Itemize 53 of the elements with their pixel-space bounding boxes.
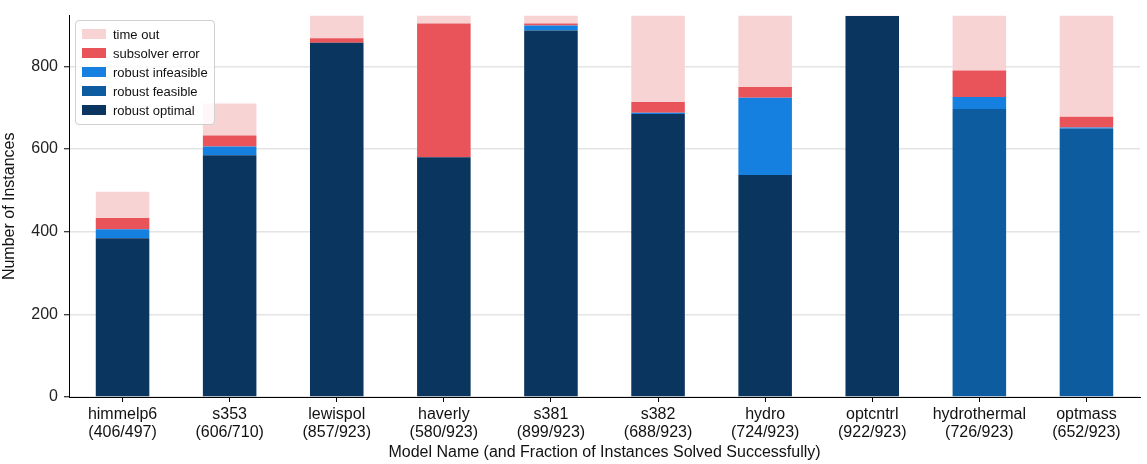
bar <box>202 155 257 397</box>
y-axis-title: Number of Instances <box>0 132 18 281</box>
x-tick-label: optcntrl (922/923) <box>838 404 907 441</box>
bar <box>417 157 471 397</box>
bar <box>1059 15 1114 117</box>
bar <box>631 15 685 102</box>
bar <box>202 135 257 147</box>
bar <box>309 38 364 43</box>
bar <box>738 87 792 98</box>
x-tick-label: hydro (724/923) <box>730 404 800 441</box>
bar <box>952 70 1007 97</box>
legend-label: subsolver error <box>113 45 200 61</box>
legend-label: robust optimal <box>113 102 195 118</box>
y-tick-label: 800 <box>31 56 59 74</box>
x-tick-label: s381 (899/923) <box>516 404 586 441</box>
y-tick-label: 400 <box>31 222 59 240</box>
bar <box>417 23 471 158</box>
bar <box>952 15 1007 71</box>
bar <box>1059 116 1114 128</box>
bar <box>952 108 1007 397</box>
bar <box>309 15 364 39</box>
legend-label: robust feasible <box>113 83 198 99</box>
bar <box>952 97 1007 109</box>
bar <box>738 15 792 88</box>
x-tick-label: optmass (652/923) <box>1052 404 1121 441</box>
bar <box>417 15 471 24</box>
bar <box>202 146 257 156</box>
x-tick-label: lewispol (857/923) <box>302 404 371 441</box>
bar <box>524 30 578 397</box>
x-tick-label: s353 (606/710) <box>195 404 264 441</box>
y-tick-label: 200 <box>31 304 59 322</box>
legend-label: robust infeasible <box>113 64 208 80</box>
y-tick-label: 0 <box>49 387 59 405</box>
bar <box>1059 128 1114 397</box>
y-tick-label: 600 <box>31 139 59 157</box>
x-tick-label: himmelp6 (406/497) <box>87 404 158 441</box>
x-tick-label: hydrothermal (726/923) <box>932 404 1027 441</box>
bar <box>631 101 685 113</box>
bar <box>95 191 150 219</box>
x-axis-title: Model Name (and Fraction of Instances Solved Successfully) <box>388 442 821 460</box>
bar <box>95 218 150 230</box>
bar <box>309 42 364 397</box>
bar <box>95 238 150 397</box>
bar <box>845 16 900 397</box>
bar <box>738 175 792 397</box>
x-tick-label: s382 (688/923) <box>623 404 693 441</box>
bar <box>631 113 685 397</box>
bar <box>95 229 150 239</box>
bar <box>524 15 578 24</box>
x-tick-label: haverly (580/923) <box>409 404 479 441</box>
bar <box>524 23 578 26</box>
bar <box>738 97 792 176</box>
legend-label: time out <box>113 26 160 42</box>
